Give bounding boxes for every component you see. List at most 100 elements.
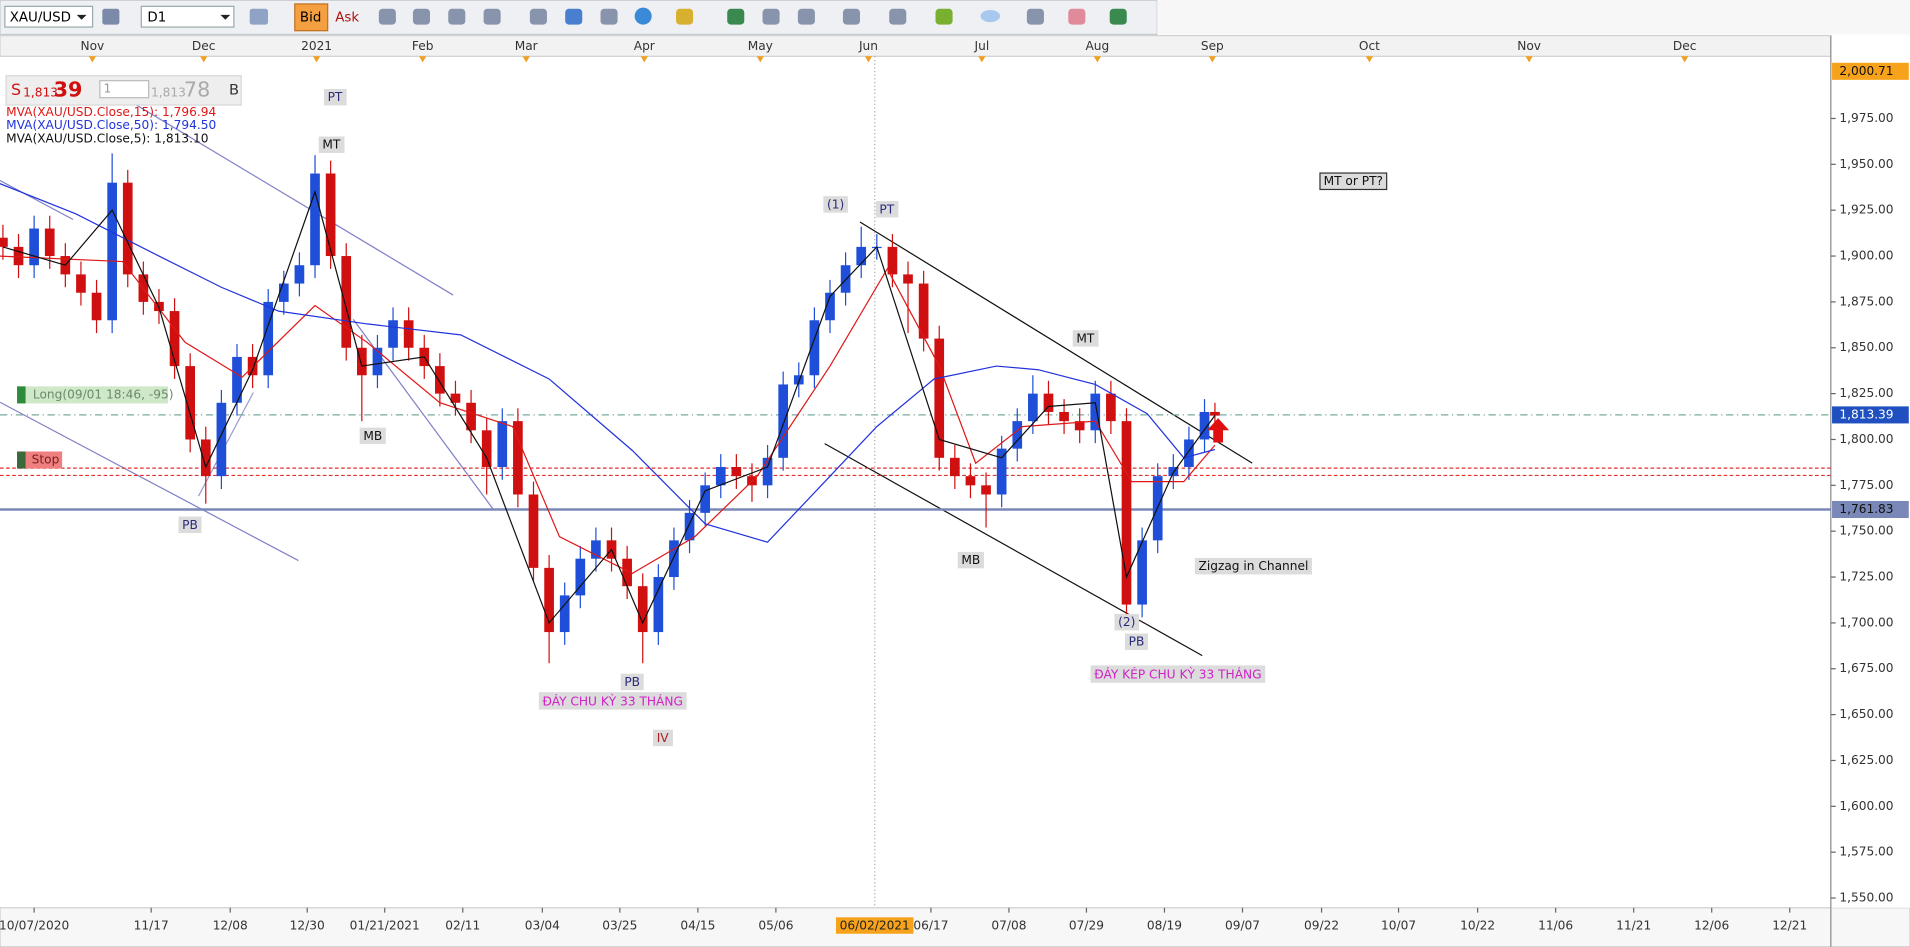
candle-body	[232, 356, 242, 403]
candle-body	[325, 173, 336, 257]
candle-body	[559, 595, 570, 633]
y-tick-label: 1,875.00	[1839, 294, 1893, 308]
candle-body	[435, 366, 445, 394]
month-marker	[1525, 56, 1533, 63]
ask-button[interactable]	[331, 3, 365, 31]
x-tick-label: 11/17	[134, 919, 169, 933]
candle-body	[684, 512, 695, 541]
annotation-bg	[318, 136, 345, 153]
legend-entry: MVA(XAU/USD.Close,15): 1,796.94	[6, 105, 216, 119]
tool-icon[interactable]	[565, 8, 583, 25]
annotation-bg	[1072, 330, 1099, 347]
tool-icon[interactable]	[676, 8, 694, 25]
candle-body	[13, 246, 24, 266]
candle-body	[965, 476, 976, 486]
candle-body	[528, 494, 539, 568]
candle-body	[700, 485, 710, 513]
tool-icon[interactable]	[529, 8, 547, 25]
candle-body	[481, 430, 492, 467]
annotation-label: PB	[1129, 635, 1145, 649]
month-marker	[88, 56, 97, 63]
candle-body	[793, 375, 804, 385]
cursor-label: 06/02/2021	[840, 919, 910, 933]
y-tick-label: 1,600.00	[1839, 799, 1893, 813]
tool-icon[interactable]	[762, 8, 780, 25]
sell-pips[interactable]: 39	[54, 77, 83, 101]
tool-icon[interactable]	[1026, 8, 1044, 25]
candle-body	[591, 540, 601, 559]
x-tick-label: 08/19	[1147, 919, 1182, 933]
tool-icon[interactable]	[448, 8, 466, 25]
month-label: Apr	[634, 39, 655, 53]
tool-icon[interactable]	[249, 8, 268, 25]
tool-icon[interactable]	[378, 8, 396, 25]
annotation-bg	[1124, 633, 1149, 650]
tool-icon[interactable]	[889, 8, 907, 25]
candle-body	[513, 421, 523, 495]
tool-icon[interactable]	[727, 8, 745, 25]
month-label: Feb	[412, 39, 434, 53]
tool-icon[interactable]	[797, 8, 815, 25]
y-tick-label: 1,825.00	[1839, 386, 1893, 400]
tool-icon[interactable]	[1109, 8, 1127, 25]
buy-price[interactable]: 1,813	[151, 85, 186, 99]
tool-icon[interactable]	[1068, 8, 1086, 25]
tool-icon[interactable]	[935, 8, 953, 25]
month-label: 2021	[301, 39, 332, 53]
sell-label[interactable]: S	[11, 80, 21, 99]
candle-body	[1137, 540, 1147, 605]
overlay	[1207, 418, 1230, 443]
tool-icon[interactable]	[102, 8, 120, 25]
moving-average	[0, 183, 1216, 543]
annotation-label: MT or PT?	[1324, 174, 1383, 188]
symbol-dropdown[interactable]	[4, 5, 94, 28]
x-tick-label: 03/04	[525, 919, 560, 933]
amount-input[interactable]	[99, 80, 150, 99]
x-tick-label: 04/15	[680, 919, 715, 933]
candle-body	[1059, 411, 1069, 422]
x-tick-label: 12/08	[213, 919, 248, 933]
month-label: Dec	[1673, 39, 1697, 53]
candle-body	[918, 283, 929, 339]
month-label: Sep	[1201, 39, 1224, 53]
buy-pips[interactable]: 78	[184, 77, 210, 101]
candle-body	[107, 182, 117, 321]
x-tick-label: 07/29	[1069, 919, 1104, 933]
candle-body	[637, 586, 648, 633]
annotation-label: ĐÁY CHU KỲ 33 THÁNG	[542, 693, 682, 708]
symbol: XAU/USD	[10, 10, 71, 25]
level-tag	[1832, 406, 1909, 424]
candle-body	[372, 347, 383, 376]
candle-body	[310, 173, 320, 266]
tool-icon[interactable]	[412, 8, 430, 25]
candle-body	[981, 485, 991, 495]
sell-price[interactable]: 1,813	[23, 85, 58, 99]
annotation-bg	[359, 427, 386, 445]
x-tick-label: 05/06	[758, 919, 793, 933]
buy-label[interactable]: B	[229, 81, 239, 98]
annotation-bg	[323, 88, 347, 106]
annotation-bg	[1090, 665, 1266, 683]
up-arrow	[1207, 418, 1230, 443]
candle-body	[91, 292, 102, 321]
tool-icon[interactable]	[980, 10, 1001, 23]
bid-button[interactable]	[294, 3, 329, 32]
tool-icon[interactable]	[634, 7, 652, 25]
toolbar-empty	[1157, 0, 1910, 35]
annotation-bg	[1194, 557, 1313, 575]
annotation-label: (2)	[1118, 615, 1135, 629]
candle-body	[1074, 421, 1085, 431]
candle-body	[450, 393, 461, 403]
candle-body	[996, 448, 1007, 495]
candle-body	[294, 265, 305, 284]
y-tick-label: 1,750.00	[1839, 524, 1893, 538]
channel-line	[824, 443, 1203, 657]
timeframe-dropdown[interactable]	[140, 5, 235, 28]
tool-icon[interactable]	[600, 8, 618, 25]
timeframe: D1	[147, 10, 166, 25]
y-tick-label: 1,700.00	[1839, 615, 1893, 629]
candle-body	[216, 402, 227, 477]
tool-icon[interactable]	[483, 8, 501, 25]
y-tick-label: 1,625.00	[1839, 753, 1893, 767]
tool-icon[interactable]	[842, 8, 860, 25]
